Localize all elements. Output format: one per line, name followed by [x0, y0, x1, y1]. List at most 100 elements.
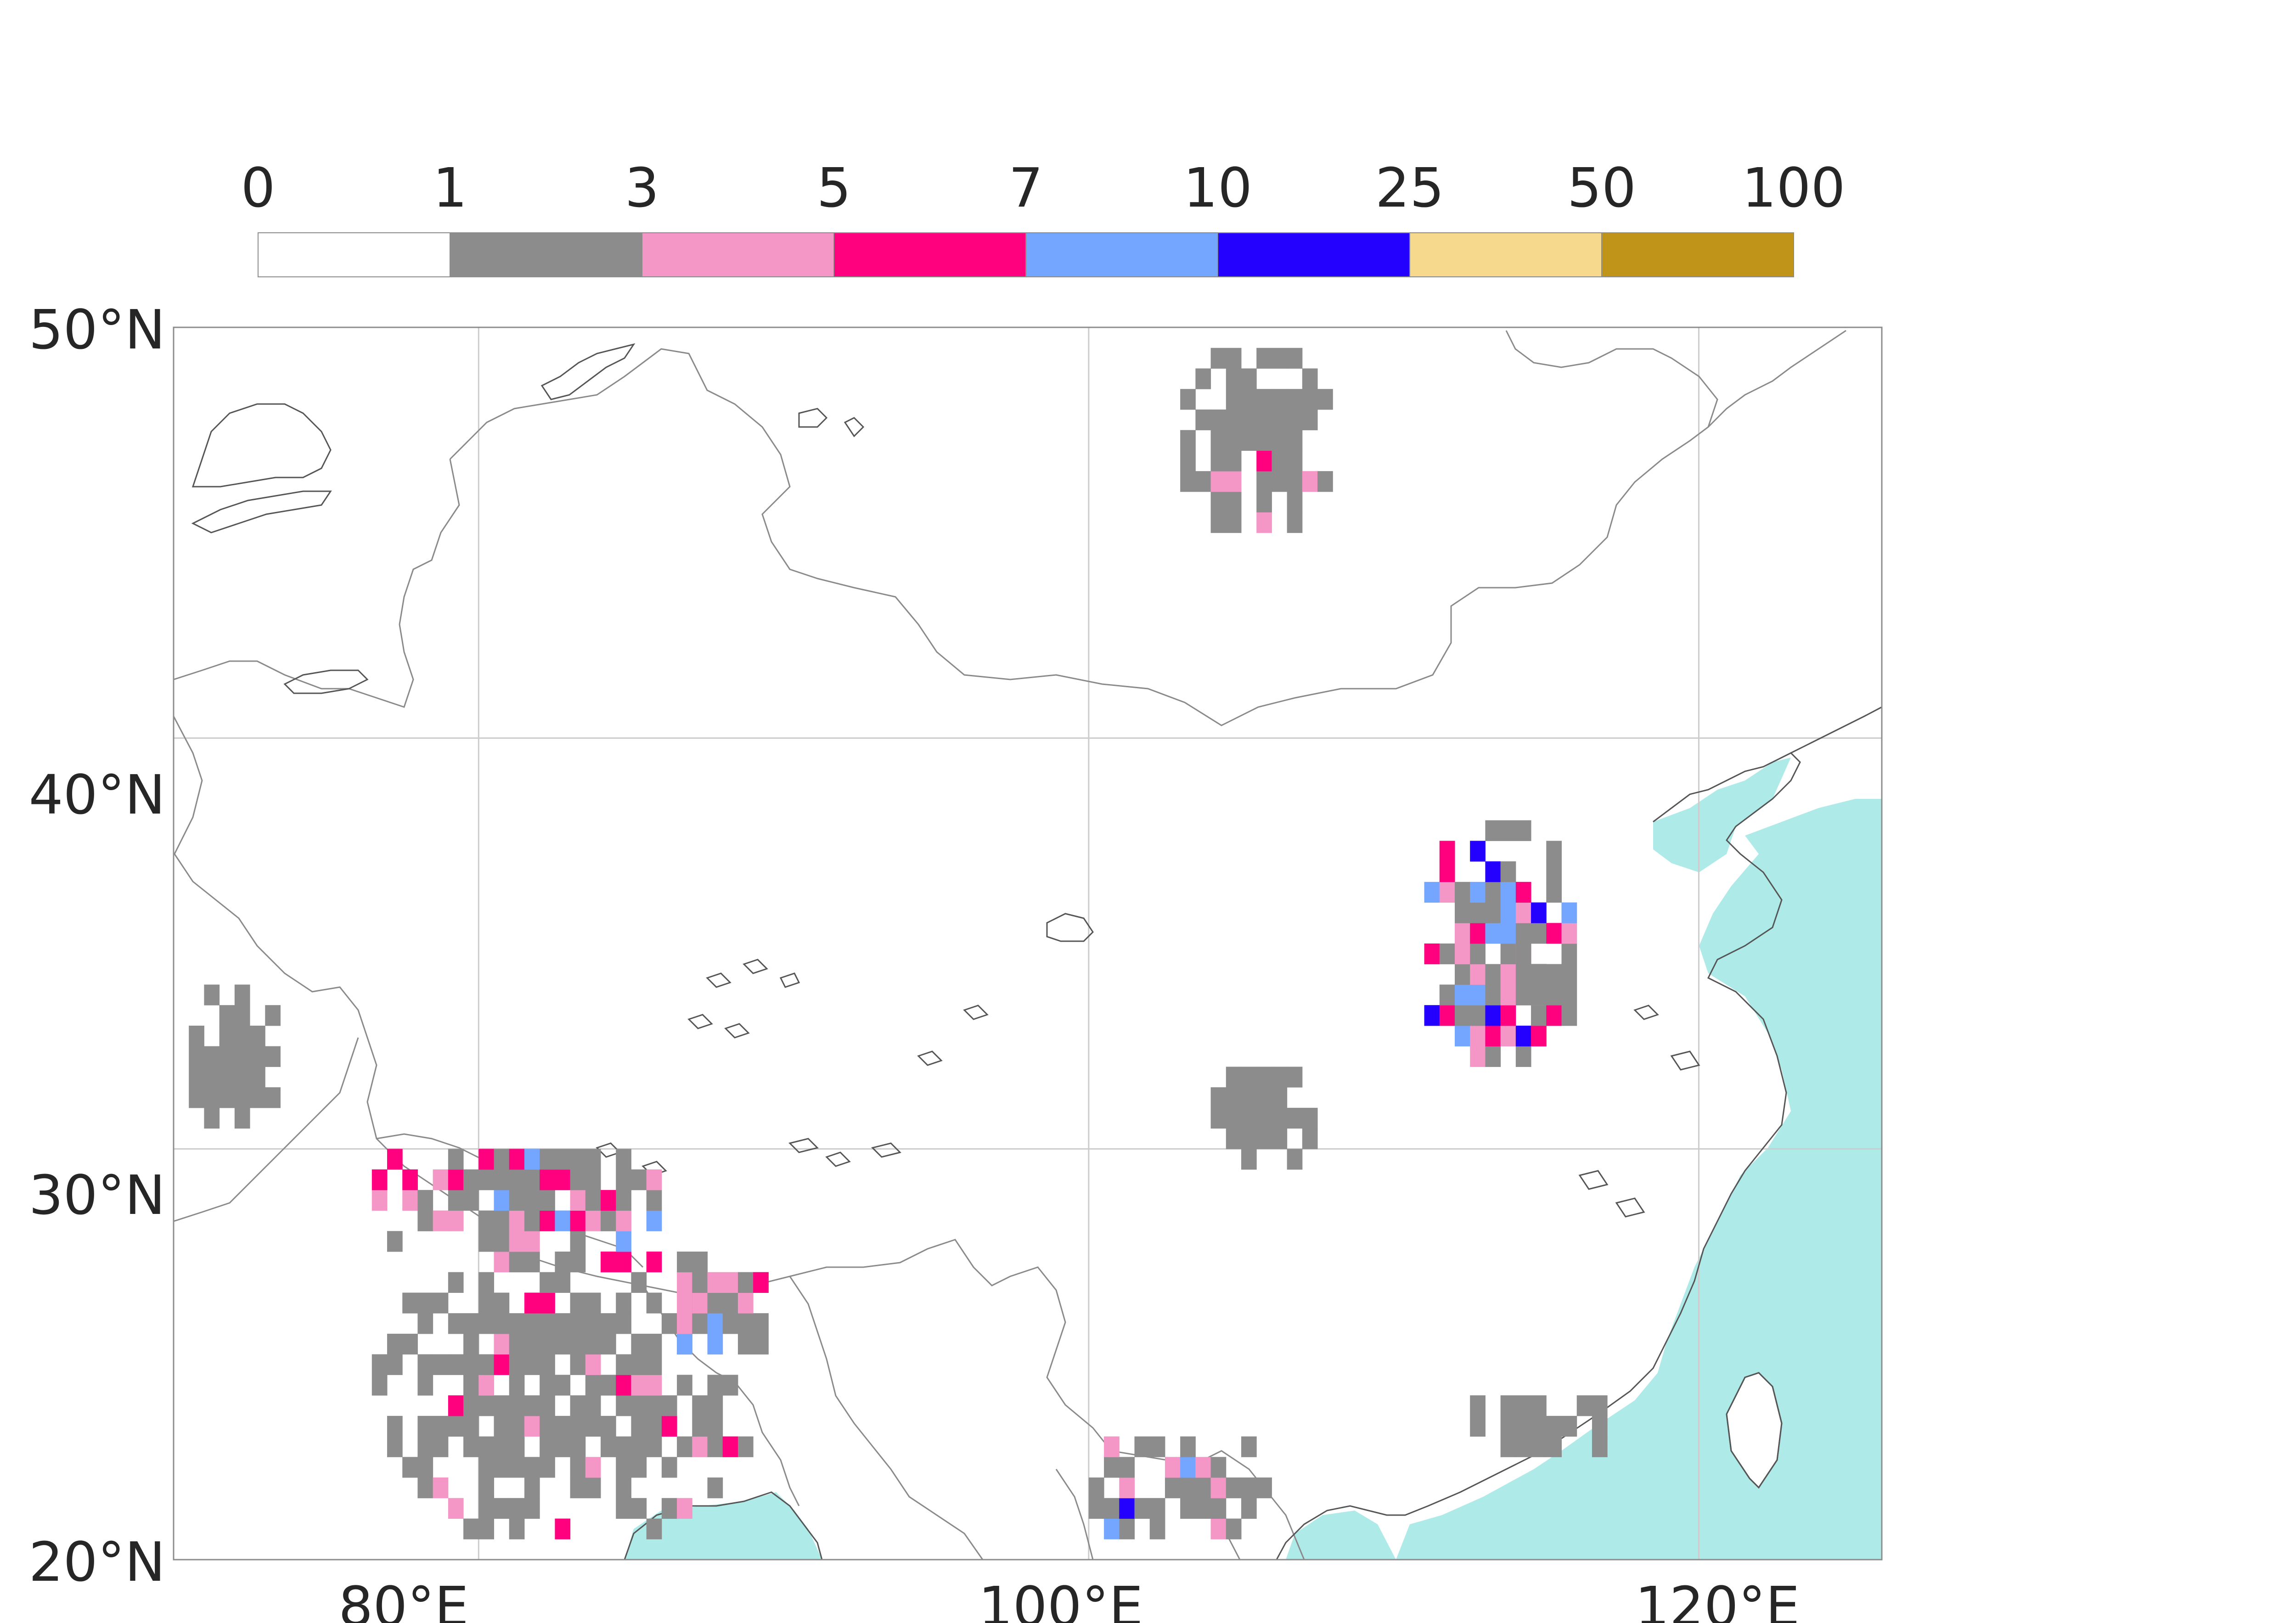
heatmap-cell [1226, 1107, 1242, 1129]
heatmap-cell [570, 1415, 586, 1437]
heatmap-cell [1485, 923, 1501, 944]
heatmap-cell [1515, 902, 1531, 923]
y-tick-label: 20°N [29, 1530, 165, 1594]
heatmap-cell [509, 1190, 525, 1211]
heatmap-cell [417, 1292, 433, 1314]
heatmap-cell [1180, 389, 1196, 410]
heatmap-cell [1134, 1436, 1150, 1457]
heatmap-cell [265, 1087, 281, 1108]
heatmap-cell [494, 1457, 510, 1478]
map-panel [174, 327, 1882, 1560]
heatmap-cell [433, 1415, 449, 1437]
heatmap-cell [1485, 1046, 1501, 1067]
heatmap-cell [1531, 902, 1547, 923]
x-tick-label: 80°E [338, 1575, 469, 1623]
heatmap-cell [1272, 1087, 1288, 1108]
heatmap-cell [387, 1354, 403, 1375]
heatmap-cell [1515, 1025, 1531, 1047]
heatmap-cell [585, 1333, 601, 1355]
heatmap-cell [1546, 882, 1562, 903]
heatmap-cell [387, 1415, 403, 1437]
heatmap-cell [1500, 943, 1516, 965]
heatmap-cell [1424, 1005, 1440, 1026]
heatmap-cell [1195, 471, 1211, 492]
heatmap-cell [1470, 923, 1486, 944]
heatmap-cell [1272, 1067, 1288, 1088]
heatmap-cell [494, 1149, 510, 1170]
heatmap-cell [1561, 1415, 1577, 1437]
heatmap-cell [1272, 389, 1288, 410]
heatmap-cell [1180, 1498, 1196, 1519]
heatmap-cell [250, 1067, 265, 1088]
heatmap-cell [631, 1272, 647, 1293]
heatmap-cell [631, 1498, 647, 1519]
heatmap-cell [1470, 1046, 1486, 1067]
heatmap-cell [1546, 923, 1562, 944]
heatmap-cell [524, 1333, 540, 1355]
heatmap-cell [1287, 1067, 1303, 1088]
heatmap-cell [509, 1415, 525, 1437]
colorbar-swatch [450, 232, 642, 277]
heatmap-cell [417, 1436, 433, 1457]
colorbar-swatches [258, 232, 1794, 277]
heatmap-cell [1470, 984, 1486, 1005]
heatmap-cell [1272, 1107, 1288, 1129]
india-pakistan-border [174, 1037, 359, 1222]
heatmap-cell [478, 1231, 494, 1252]
heatmap-cell [1241, 368, 1257, 389]
heatmap-cell [1455, 902, 1470, 923]
heatmap-cell [1531, 964, 1547, 985]
heatmap-cell [1226, 1128, 1242, 1149]
heatmap-cell [494, 1231, 510, 1252]
heatmap-cell [677, 1436, 692, 1457]
heatmap-cell [448, 1313, 464, 1334]
heatmap-cell [524, 1149, 540, 1170]
heatmap-cell [540, 1149, 555, 1170]
heatmap-cell [234, 984, 250, 1005]
heatmap-cell [448, 1395, 464, 1416]
heatmap-cell [1256, 471, 1272, 492]
heatmap-cell [631, 1457, 647, 1478]
heatmap-cell [417, 1313, 433, 1334]
heatmap-cell [494, 1190, 510, 1211]
heatmap-cell [1119, 1498, 1135, 1519]
heatmap-cell [387, 1149, 403, 1170]
heatmap-cell [463, 1333, 479, 1355]
heatmap-cell [555, 1415, 571, 1437]
heatmap-cell [1302, 389, 1318, 410]
heatmap-cell [524, 1169, 540, 1191]
heatmap-cell [1149, 1436, 1165, 1457]
heatmap-cell [509, 1231, 525, 1252]
heatmap-cell [1287, 1107, 1303, 1129]
heatmap-cell [677, 1292, 692, 1314]
heatmap-cell [1561, 984, 1577, 1005]
heatmap-cell [478, 1375, 494, 1396]
heatmap-cell [631, 1354, 647, 1375]
heatmap-cell [189, 1046, 204, 1067]
heatmap-cell [1180, 1457, 1196, 1478]
heatmap-cell [1485, 902, 1501, 923]
heatmap-cell [433, 1436, 449, 1457]
heatmap-cell [570, 1436, 586, 1457]
heatmap-cell [1531, 1025, 1547, 1047]
heatmap-cell [555, 1375, 571, 1396]
heatmap-cell [1226, 1067, 1242, 1088]
lake-issyk-kul [283, 669, 369, 694]
heatmap-cell [463, 1375, 479, 1396]
heatmap-cell [661, 1415, 677, 1437]
heatmap-cell [1485, 882, 1501, 903]
heatmap-cell [1500, 1025, 1516, 1047]
heatmap-cell [1256, 389, 1272, 410]
heatmap-cell [1515, 1436, 1531, 1457]
heatmap-cell [555, 1436, 571, 1457]
heatmap-cell [509, 1436, 525, 1457]
heatmap-cell [219, 1067, 235, 1088]
heatmap-cell [677, 1252, 692, 1273]
colorbar-swatch [258, 232, 450, 277]
heatmap-cell [204, 1067, 220, 1088]
colorbar-tick-label: 25 [1375, 156, 1444, 219]
heatmap-cell [1515, 943, 1531, 965]
lake-balkhash [191, 490, 332, 534]
heatmap-cell [1119, 1477, 1135, 1499]
heatmap-cell [1515, 964, 1531, 985]
